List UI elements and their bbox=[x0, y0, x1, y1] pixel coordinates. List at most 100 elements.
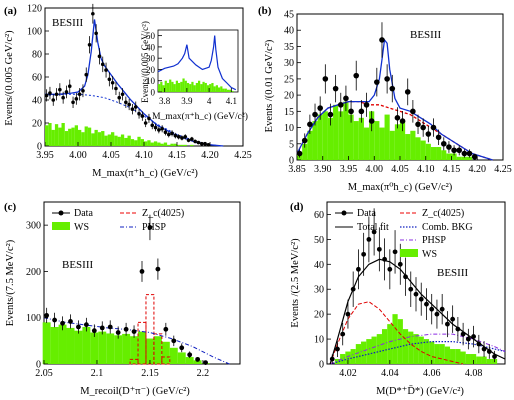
panel-a-inset-xlabel: M_max(π⁺h_c) (GeV/c²) bbox=[152, 111, 248, 122]
y-tick-label: 100 bbox=[27, 27, 42, 38]
ws-histogram-bar bbox=[439, 344, 445, 364]
data-point bbox=[434, 311, 440, 317]
ws-histogram-bar bbox=[130, 336, 139, 364]
data-point bbox=[83, 322, 89, 328]
x-tick-label: 4 bbox=[207, 96, 212, 106]
ws-histogram-bar bbox=[302, 143, 308, 160]
data-point bbox=[471, 334, 476, 339]
ws-histogram-bar bbox=[465, 354, 471, 364]
ws-histogram-bar bbox=[486, 359, 492, 364]
ws-histogram-bar bbox=[369, 111, 375, 160]
data-point bbox=[107, 324, 113, 330]
ws-histogram-bar bbox=[122, 333, 131, 364]
ws-histogram-bar bbox=[94, 129, 98, 146]
data-point bbox=[430, 124, 437, 131]
ws-histogram-bar bbox=[144, 141, 148, 146]
ws-histogram-bar bbox=[64, 131, 69, 146]
x-tick-label: 3.90 bbox=[314, 164, 332, 175]
panel-a-inset-ylabel: Events/(0.005 GeV/c²) bbox=[140, 21, 150, 103]
ws-histogram-bar bbox=[413, 334, 419, 364]
ws-histogram-bar bbox=[429, 341, 435, 364]
data-point bbox=[420, 124, 426, 131]
data-point bbox=[100, 62, 105, 67]
data-point bbox=[131, 329, 137, 334]
data-point bbox=[52, 317, 57, 323]
ws-histogram-bar bbox=[397, 319, 403, 364]
x-tick-label: 2.1 bbox=[91, 368, 104, 379]
ws-histogram-bar bbox=[423, 339, 430, 364]
inset-ws-histogram-bar bbox=[160, 81, 163, 92]
inset-ws-histogram-bar bbox=[213, 86, 216, 92]
inset-ws-histogram-bar bbox=[184, 80, 187, 92]
x-tick-label: 4.05 bbox=[102, 150, 120, 161]
legend-zc-label: Z_c(4025) bbox=[142, 208, 184, 219]
x-tick-label: 4.1 bbox=[226, 96, 237, 106]
y-tick-label: 200 bbox=[26, 267, 41, 278]
data-point bbox=[143, 121, 148, 125]
panel-d-xlabel: M(D*⁺D̄*) (GeV/c²) bbox=[376, 385, 464, 397]
ws-histogram-bar bbox=[436, 147, 442, 160]
ws-histogram-bar bbox=[338, 111, 344, 160]
ws-histogram-bar bbox=[54, 124, 59, 146]
ws-histogram-bar bbox=[434, 344, 440, 364]
ws-histogram-bar bbox=[430, 147, 437, 160]
ws-histogram-bar bbox=[167, 144, 171, 146]
data-point bbox=[371, 229, 377, 235]
panel-c-legend: Data Z_c(4025) WS PHSP bbox=[52, 208, 184, 233]
inset-ws-histogram-bar bbox=[180, 81, 183, 92]
y-tick-label: 0 bbox=[36, 360, 41, 371]
ws-histogram-bar bbox=[476, 356, 482, 364]
ws-histogram-bar bbox=[466, 156, 473, 160]
data-point bbox=[374, 79, 380, 85]
data-point bbox=[440, 140, 447, 147]
x-tick-label: 4.05 bbox=[391, 164, 409, 175]
ws-histogram-bar bbox=[45, 125, 49, 146]
panel-c-plot bbox=[42, 214, 230, 366]
data-point bbox=[429, 306, 435, 312]
ws-histogram-bar bbox=[348, 114, 354, 160]
data-point bbox=[155, 266, 161, 272]
data-point bbox=[350, 286, 356, 292]
inset-ws-histogram-bar bbox=[173, 84, 176, 92]
data-point bbox=[176, 135, 181, 139]
panel-a-ylabel: Events/(0.005 GeV/c²) bbox=[4, 30, 15, 126]
y-tick-label: 0 bbox=[37, 142, 42, 153]
inset-ws-histogram-bar bbox=[158, 84, 161, 92]
y-tick-label: 120 bbox=[27, 4, 42, 15]
data-point bbox=[465, 336, 471, 342]
inset-ws-histogram-bar bbox=[164, 80, 167, 92]
data-point bbox=[123, 326, 129, 332]
data-point bbox=[64, 90, 69, 94]
data-point bbox=[384, 76, 390, 82]
y-tick-label: 15 bbox=[284, 107, 294, 118]
inset-ws-histogram-bar bbox=[175, 80, 178, 92]
y-tick-label: 30 bbox=[314, 285, 324, 296]
ws-histogram-bar bbox=[387, 324, 393, 364]
data-point bbox=[337, 102, 344, 108]
inset-ws-histogram-bar bbox=[218, 87, 221, 92]
data-point bbox=[461, 150, 468, 157]
ws-histogram-bar bbox=[327, 117, 334, 160]
panel-c-xlabel: M_recoil(D⁺π⁻) (GeV/c²) bbox=[80, 386, 190, 397]
data-point bbox=[392, 249, 398, 255]
data-point bbox=[139, 269, 145, 274]
ws-histogram-bar bbox=[415, 137, 421, 160]
panel-d-besiii-tag: BESIII bbox=[437, 267, 469, 279]
data-point bbox=[157, 128, 161, 132]
panel-b-y-ticks: 0 5 10 15 20 25 30 35 40 45 bbox=[284, 10, 301, 167]
y-tick-label: 100 bbox=[26, 313, 41, 324]
data-point bbox=[153, 125, 158, 130]
data-point bbox=[404, 89, 411, 95]
ws-histogram-bar bbox=[145, 338, 154, 364]
x-tick-label: 4.20 bbox=[201, 150, 219, 161]
ws-histogram-bar bbox=[307, 130, 313, 160]
ws-histogram-bar bbox=[312, 121, 318, 160]
data-point bbox=[455, 326, 461, 332]
ws-histogram-bar bbox=[185, 357, 194, 364]
ws-histogram-bar bbox=[461, 156, 467, 160]
ws-histogram-bar bbox=[153, 141, 158, 146]
ws-histogram-bar bbox=[61, 123, 65, 146]
inset-ws-histogram-bar bbox=[193, 85, 196, 92]
data-point bbox=[150, 123, 155, 128]
